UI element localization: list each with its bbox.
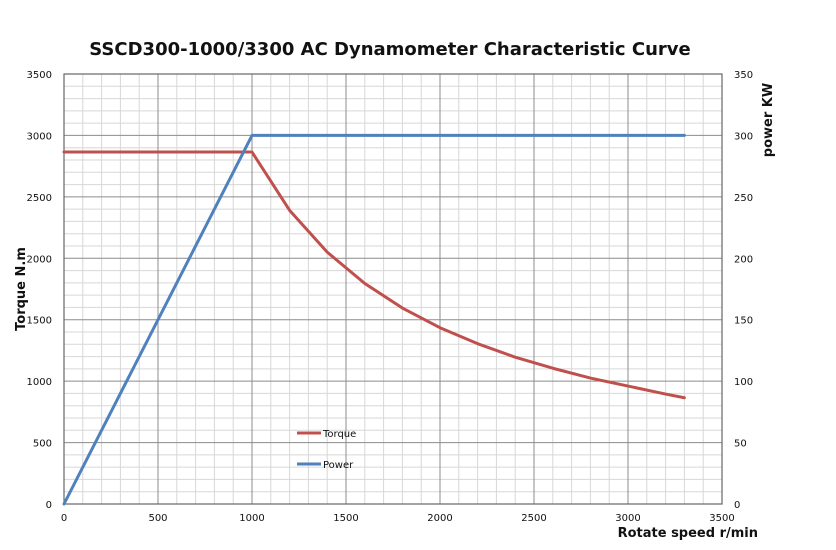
y-left-tick-label: 3500 xyxy=(27,70,52,81)
y-left-tick-label: 2500 xyxy=(27,193,52,204)
y-axis-right-title: power KW xyxy=(761,83,776,157)
y-right-tick-label: 0 xyxy=(734,500,740,511)
y-right-tick-label: 250 xyxy=(734,193,753,204)
y-left-tick-label: 1500 xyxy=(27,316,52,327)
plot-area-border xyxy=(63,73,723,505)
grid-layer xyxy=(63,73,723,505)
torque-series-line xyxy=(62,150,686,400)
y-left-tick-label: 1000 xyxy=(27,377,52,388)
x-tick-label: 1000 xyxy=(239,513,264,524)
series-layer xyxy=(62,133,686,506)
y-left-tick-label: 2000 xyxy=(27,254,52,265)
y-right-tick-label: 200 xyxy=(734,254,753,265)
power-legend-label: Power xyxy=(323,460,354,471)
y-axis-left-title: Torque N.m xyxy=(14,247,29,331)
x-tick-label: 3000 xyxy=(615,513,640,524)
x-tick-label: 1500 xyxy=(333,513,358,524)
x-tick-label: 2000 xyxy=(427,513,452,524)
y-right-tick-label: 300 xyxy=(734,131,753,142)
y-right-tick-label: 150 xyxy=(734,316,753,327)
x-tick-label: 500 xyxy=(148,513,167,524)
chart-title: SSCD300-1000/3300 AC Dynamometer Charact… xyxy=(89,39,690,60)
y-right-tick-label: 350 xyxy=(734,70,753,81)
torque-legend-label: Torque xyxy=(322,429,356,440)
y-right-tick-label: 50 xyxy=(734,439,747,450)
y-left-tick-label: 0 xyxy=(46,500,52,511)
x-tick-label: 3500 xyxy=(709,513,734,524)
axes-layer xyxy=(63,73,723,505)
labels-layer: 0 500 1000 1500 2000 2500 3000 3500050010001500… xyxy=(27,70,754,524)
x-tick-label: 2500 xyxy=(521,513,546,524)
y-left-tick-label: 3000 xyxy=(27,131,52,142)
y-left-tick-label: 500 xyxy=(33,439,52,450)
y-right-tick-label: 100 xyxy=(734,377,753,388)
x-axis-title: Rotate speed r/min xyxy=(618,526,758,541)
x-tick-label: 0 xyxy=(61,513,67,524)
legend: Torque Power xyxy=(297,429,356,471)
power-series-line xyxy=(62,133,686,506)
